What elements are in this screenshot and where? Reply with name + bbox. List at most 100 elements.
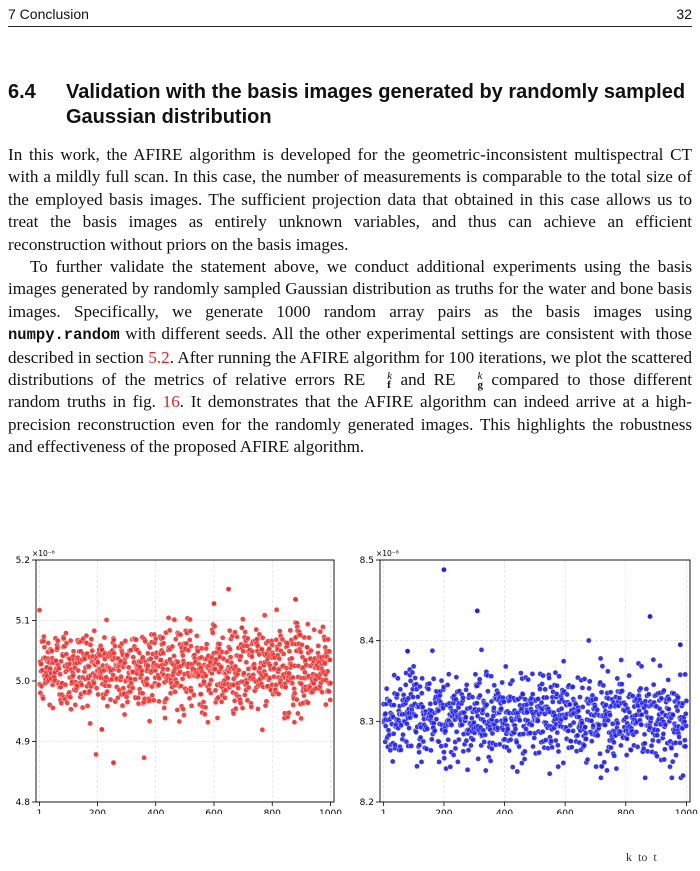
data-point [254,636,260,642]
data-point [535,696,541,702]
data-point [130,654,137,660]
x-tick-label: 600 [205,809,222,814]
data-point [464,766,471,773]
data-point [417,734,424,741]
data-point [463,737,470,744]
data-point [125,664,132,671]
data-point [669,758,676,765]
data-point [586,678,593,685]
data-point [282,684,289,691]
data-point [579,704,586,710]
data-point [232,663,239,670]
data-point-outlier [474,608,481,614]
data-point [95,691,101,698]
data-point [60,635,67,642]
data-point [232,629,238,636]
data-point [618,742,624,749]
data-point [164,666,171,673]
data-point [429,736,435,743]
data-point [676,734,682,740]
data-point [410,663,417,670]
data-point [453,674,460,680]
data-point [626,672,632,679]
data-point [87,642,94,648]
data-point [141,754,147,761]
x-tick-label: 200 [89,809,106,814]
data-point [598,689,605,696]
data-point [481,739,488,745]
data-point [531,735,538,741]
data-point [427,700,434,707]
data-point [63,630,69,636]
data-point [227,654,234,660]
data-point-outlier [677,641,684,648]
data-point [489,745,495,752]
x-tick-label: 800 [617,809,634,814]
data-point [195,648,201,655]
data-point [244,635,251,642]
data-point [317,628,324,635]
data-point [525,676,531,683]
page-number: 32 [676,6,692,22]
data-point [174,707,181,713]
data-point [657,662,663,669]
data-point [149,692,156,699]
data-point [187,628,194,634]
data-point [202,704,209,711]
data-point [275,691,282,697]
data-point [219,634,226,641]
data-point [634,743,641,750]
data-point [656,705,663,712]
data-point [72,702,79,708]
data-point [513,739,520,746]
data-point [322,660,328,667]
data-point [650,656,657,663]
data-point [645,691,652,698]
x-tick-label: 400 [147,809,164,814]
data-point [597,750,603,757]
data-point [407,678,414,684]
data-point [650,681,657,688]
data-point [140,654,146,661]
data-point [235,685,241,691]
data-point [521,756,528,762]
y-tick-label: 8.5 [360,556,374,566]
data-point [160,650,167,656]
data-point [62,681,69,688]
figure-ref-link[interactable]: 16 [162,392,180,412]
metric-re-g: RE k g [433,370,483,392]
data-point [263,672,269,678]
data-point [460,694,466,701]
data-point-outlier [647,613,653,620]
plot-frame [379,559,691,803]
data-point [382,710,389,717]
running-header: 7 Conclusion 32 [8,6,692,26]
data-point [530,743,536,750]
data-point [642,740,648,747]
data-point [150,697,157,704]
data-point [240,648,246,655]
data-point [138,667,145,674]
data-point [186,695,193,702]
data-point [553,691,560,697]
data-point [172,688,178,695]
data-point [569,744,575,750]
data-point [214,715,221,721]
data-point-outlier [211,600,217,607]
data-point [398,722,405,729]
data-point [441,749,447,755]
data-point [528,700,535,707]
data-point [582,724,588,730]
section-ref-link[interactable]: 5.2 [148,347,170,367]
data-point [516,743,522,750]
y-scale-label: ×10⁻⁸ [376,549,399,558]
data-point [501,698,507,705]
data-point [239,624,245,631]
data-point [581,676,588,682]
data-point [543,694,550,701]
data-point [188,643,194,649]
data-point [243,659,250,666]
data-point [276,655,283,662]
data-point [579,685,586,691]
